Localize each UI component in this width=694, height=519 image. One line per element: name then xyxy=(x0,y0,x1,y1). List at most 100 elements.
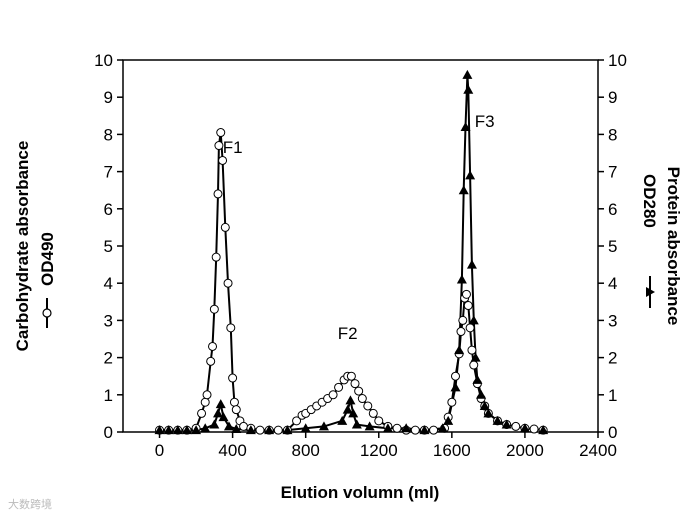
marker-circle xyxy=(200,397,210,407)
marker-triangle xyxy=(348,408,359,418)
marker-triangle xyxy=(223,421,234,431)
marker-circle xyxy=(447,397,457,407)
marker-circle xyxy=(465,323,475,333)
y2-tick-label: 8 xyxy=(608,125,617,144)
y-tick-label: 0 xyxy=(104,423,113,442)
marker-triangle xyxy=(337,415,348,425)
marker-triangle xyxy=(245,425,256,435)
marker-circle xyxy=(392,423,402,433)
marker-circle xyxy=(529,424,539,434)
y-tick-label: 1 xyxy=(104,386,113,405)
marker-triangle xyxy=(300,423,311,433)
y-tick-label: 3 xyxy=(104,311,113,330)
marker-circle xyxy=(292,416,302,426)
marker-circle xyxy=(223,278,233,288)
marker-triangle xyxy=(472,374,483,384)
marker-circle xyxy=(467,345,477,355)
marker-triangle xyxy=(468,315,479,325)
marker-triangle xyxy=(501,419,512,429)
marker-circle xyxy=(231,405,241,415)
marker-triangle xyxy=(264,425,275,435)
marker-circle xyxy=(469,360,479,370)
y2-tick-label: 3 xyxy=(608,311,617,330)
marker-triangle xyxy=(456,274,467,284)
x-tick-label: 0 xyxy=(155,441,164,460)
marker-triangle xyxy=(200,423,211,433)
x-tick-label: 2400 xyxy=(579,441,617,460)
marker-circle xyxy=(218,155,228,165)
y-tick-label: 9 xyxy=(104,88,113,107)
y2-axis-title: Protein absorbance xyxy=(664,167,683,326)
marker-triangle xyxy=(231,424,242,434)
marker-triangle xyxy=(342,404,353,414)
marker-triangle xyxy=(492,415,503,425)
marker-triangle xyxy=(382,423,393,433)
marker-circle xyxy=(216,128,226,138)
marker-circle xyxy=(456,327,466,337)
y-axis-title: Carbohydrate absorbance xyxy=(13,141,32,352)
marker-triangle xyxy=(519,423,530,433)
marker-triangle xyxy=(463,84,474,94)
marker-circle xyxy=(209,304,219,314)
y2-tick-label: 2 xyxy=(608,349,617,368)
marker-circle xyxy=(197,408,207,418)
marker-triangle xyxy=(282,425,293,435)
marker-triangle xyxy=(483,408,494,418)
plot-frame xyxy=(122,59,599,433)
marker-circle xyxy=(239,421,249,431)
watermark: 大数跨境 xyxy=(8,497,52,511)
marker-triangle xyxy=(209,419,220,429)
marker-circle xyxy=(229,397,239,407)
marker-circle xyxy=(273,425,283,435)
x-tick-label: 1600 xyxy=(433,441,471,460)
marker-circle xyxy=(374,416,384,426)
y-tick-label: 2 xyxy=(104,349,113,368)
y-legend-group: OD490 xyxy=(38,232,57,328)
y2-tick-label: 5 xyxy=(608,237,617,256)
marker-circle xyxy=(368,408,378,418)
marker-circle xyxy=(334,382,344,392)
marker-triangle xyxy=(443,415,454,425)
legend-label: OD490 xyxy=(38,232,57,286)
annotation: F3 xyxy=(475,112,495,131)
marker-triangle xyxy=(401,423,412,433)
legend-marker xyxy=(42,308,52,318)
y2-tick-label: 10 xyxy=(608,51,627,70)
y2-tick-label: 4 xyxy=(608,274,617,293)
marker-triangle xyxy=(466,259,477,269)
marker-triangle xyxy=(470,352,481,362)
marker-circle xyxy=(354,386,364,396)
y2-tick-label: 9 xyxy=(608,88,617,107)
marker-triangle xyxy=(450,382,461,392)
legend-marker xyxy=(646,287,655,297)
marker-triangle xyxy=(318,421,329,431)
marker-circle xyxy=(202,390,212,400)
marker-circle xyxy=(328,390,338,400)
x-tick-label: 800 xyxy=(292,441,320,460)
y-tick-label: 7 xyxy=(104,163,113,182)
marker-circle xyxy=(213,189,223,199)
marker-triangle xyxy=(191,425,202,435)
x-axis-title: Elution volumn (ml) xyxy=(281,483,440,502)
marker-triangle xyxy=(215,399,226,409)
marker-circle xyxy=(461,289,471,299)
marker-triangle xyxy=(172,425,183,435)
y2-tick-label: 7 xyxy=(608,163,617,182)
marker-triangle xyxy=(351,419,362,429)
marker-triangle xyxy=(419,425,430,435)
y-axis-title-group: Carbohydrate absorbance xyxy=(13,141,32,352)
marker-triangle xyxy=(345,395,356,405)
marker-circle xyxy=(357,394,367,404)
marker-triangle xyxy=(476,389,487,399)
marker-circle xyxy=(255,425,265,435)
y2-tick-label: 6 xyxy=(608,200,617,219)
annotation: F2 xyxy=(338,324,358,343)
marker-triangle xyxy=(218,412,229,422)
y2-legend-group: OD280 xyxy=(640,174,659,308)
marker-circle xyxy=(410,425,420,435)
y2-tick-label: 0 xyxy=(608,423,617,442)
marker-circle xyxy=(458,315,468,325)
x-tick-label: 400 xyxy=(218,441,246,460)
marker-circle xyxy=(363,401,373,411)
